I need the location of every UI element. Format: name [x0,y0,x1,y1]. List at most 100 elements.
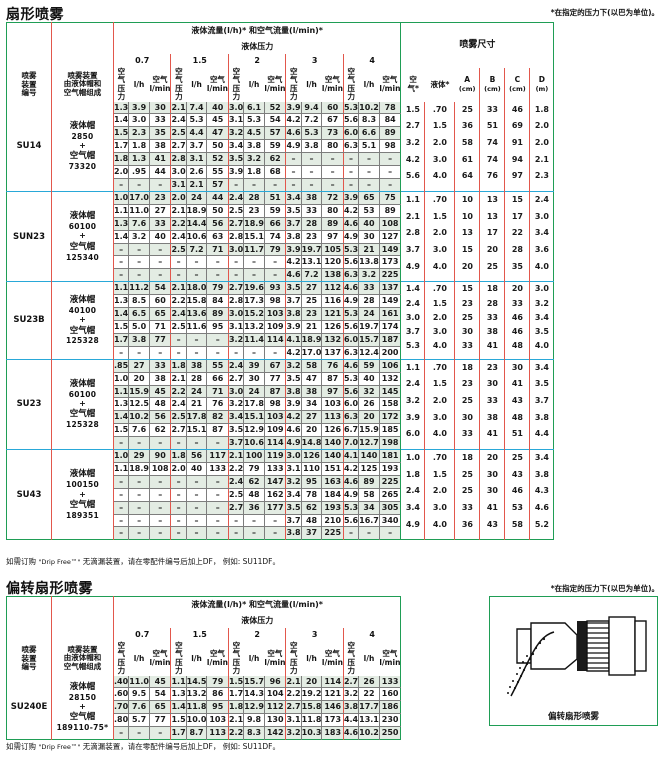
model-number: SUN23 [6,190,52,282]
flow-cell: 18.9 [301,333,323,347]
flow-cell: – [149,514,172,528]
flow-cell: 161 [379,307,401,321]
flow-cell: – [321,178,344,192]
flow-cell: .60 [113,687,130,702]
fan-spray-table-wrapper: 液体流量(l/h)* 和空气流量(l/min)* 喷雾尺寸 液体压力 0.7 1.5 2 3… [6,22,555,541]
table-row: 1.4 3.0 33 2.4 5.3 45 3.1 5.3 54 4.2 7.2 67 5.6 8.3 84 [7,113,554,128]
flow-cell: 5.3 [343,307,360,321]
table-row: 1.3 12.5 48 2.4 21 76 3.2 17.8 98 3.9 34 103 6.0 26 15… [7,397,554,412]
spray-size-value: 51 [511,429,523,439]
flow-cell: 3.8 [285,230,302,244]
flow-cell: – [149,178,172,192]
flow-cell: 3.9 [285,243,302,257]
spray-size-value: 5.3 [405,341,420,351]
table-row: 1.7 1.8 38 2.7 3.7 50 3.4 3.8 59 4.9 3.8 80 6.3 5.1 98 [7,139,554,154]
flow-cell: 17.8 [243,397,265,412]
flow-cell: 98 [379,139,401,154]
flow-cell: 19.6 [243,281,265,296]
flow-cell: .40 [113,675,130,689]
flow-cell: 225 [379,268,401,283]
spray-size-value: 13 [486,194,498,204]
flow-cell: – [243,346,265,360]
flow-cell: 23 [301,307,323,321]
flow-cell: 26 [358,675,380,689]
flow-cell: 15.1 [243,410,265,425]
flow-cell: 3.2 [285,475,302,489]
flow-cell: 4.6 [285,268,302,283]
flow-cell: 18.0 [186,281,208,296]
flow-cell: 2.7 [285,700,302,715]
flow-cell: 97 [321,385,344,399]
spray-size-col: 10 10 13 15 20 [454,190,481,282]
flow-cell: 8.3 [358,113,380,128]
spray-size-value: 4.4 [534,429,549,439]
flow-cell: 2.1 [170,204,187,218]
flow-cell: – [301,178,323,192]
flow-cell: 56 [206,217,229,231]
flow-cell: 60 [321,101,344,115]
flow-cell: 105 [321,243,344,257]
flow-cell: 3.9 [343,190,360,205]
flow-cell: – [243,514,265,528]
spray-size-value: 48 [511,341,523,351]
flow-cell: 1.3 [113,397,130,412]
flow-cell: 87 [206,423,229,438]
flow-cell: 160 [379,687,401,702]
flow-cell: 6.7 [343,423,360,438]
flow-cell: 17.0 [301,346,323,360]
flow-cell: 9.4 [301,101,323,115]
flow-cell: 1.3 [113,294,130,309]
cap-combination: 液体帽 100150 + 空气帽 189351 [51,449,114,540]
flow-cell: 1.8 [243,165,265,179]
spray-size-value: 20 [486,453,498,463]
header-air-pressure: 空气 压力 [285,67,302,102]
flow-cell: 78 [301,488,323,502]
spray-size-col: 18 25 25 33 36 [454,449,481,540]
flow-cell: 24 [243,385,265,399]
flow-cell: – [343,165,360,179]
spray-size-value: 33 [486,312,498,322]
flow-cell: 14.5 [186,675,208,689]
spray-size-value: 2.0 [432,228,447,238]
flow-cell: 126 [321,423,344,438]
spray-size-value: 22 [511,228,523,238]
flow-cell: 2.5 [170,320,187,334]
flow-cell: – [321,165,344,179]
flow-cell: 3.0 [228,385,245,399]
spray-size-value: 3.4 [534,453,549,463]
flow-cell: 11.0 [128,204,150,218]
header-model-label: 喷雾 装置 编号 [6,642,52,676]
flow-cell: – [206,255,229,270]
flow-cell: 48 [149,397,172,412]
spray-size-value: 1.5 [405,104,420,114]
flow-cell: – [128,243,150,257]
flow-cell: 200 [379,346,401,360]
flow-cell: 74 [264,230,287,244]
header-air-pressure: 空气 压力 [343,67,359,102]
flow-cell: 198 [379,436,401,451]
flow-cell: 4.9 [343,488,360,502]
spray-size-value: 64 [461,171,473,181]
flow-cell: 54 [149,281,172,296]
flow-cell: 44 [206,190,229,205]
flow-cell: 1.4 [113,410,130,425]
flow-cell: 4.2 [285,113,302,128]
flow-cell: – [149,243,172,257]
flow-cell: 109 [264,320,287,334]
flow-cell: 112 [321,281,344,296]
header-liquid-flow: l/h [243,68,265,102]
flow-cell: 3.1 [285,713,302,728]
flow-cell: 21 [358,243,380,257]
cap-combination: 液体帽 60100 + 空气帽 125328 [51,358,114,450]
flow-cell: 38 [186,358,208,373]
flow-cell: 62 [264,152,287,167]
flow-cell: 1.8 [170,358,187,373]
flow-cell: 173 [379,255,401,270]
flow-cell: 75 [379,190,401,205]
flow-cell: 3.0 [128,113,150,128]
spray-size-col: 1.4 2.4 3.0 3.7 5.3 [400,281,426,360]
table-row: – – – – – –2.7 36 177 3.5 62 193 5.3 34 305 [7,501,554,515]
flow-cell: 2.1 [186,178,208,192]
spray-size-value: 33 [486,396,498,405]
flow-cell: 77 [149,333,172,347]
